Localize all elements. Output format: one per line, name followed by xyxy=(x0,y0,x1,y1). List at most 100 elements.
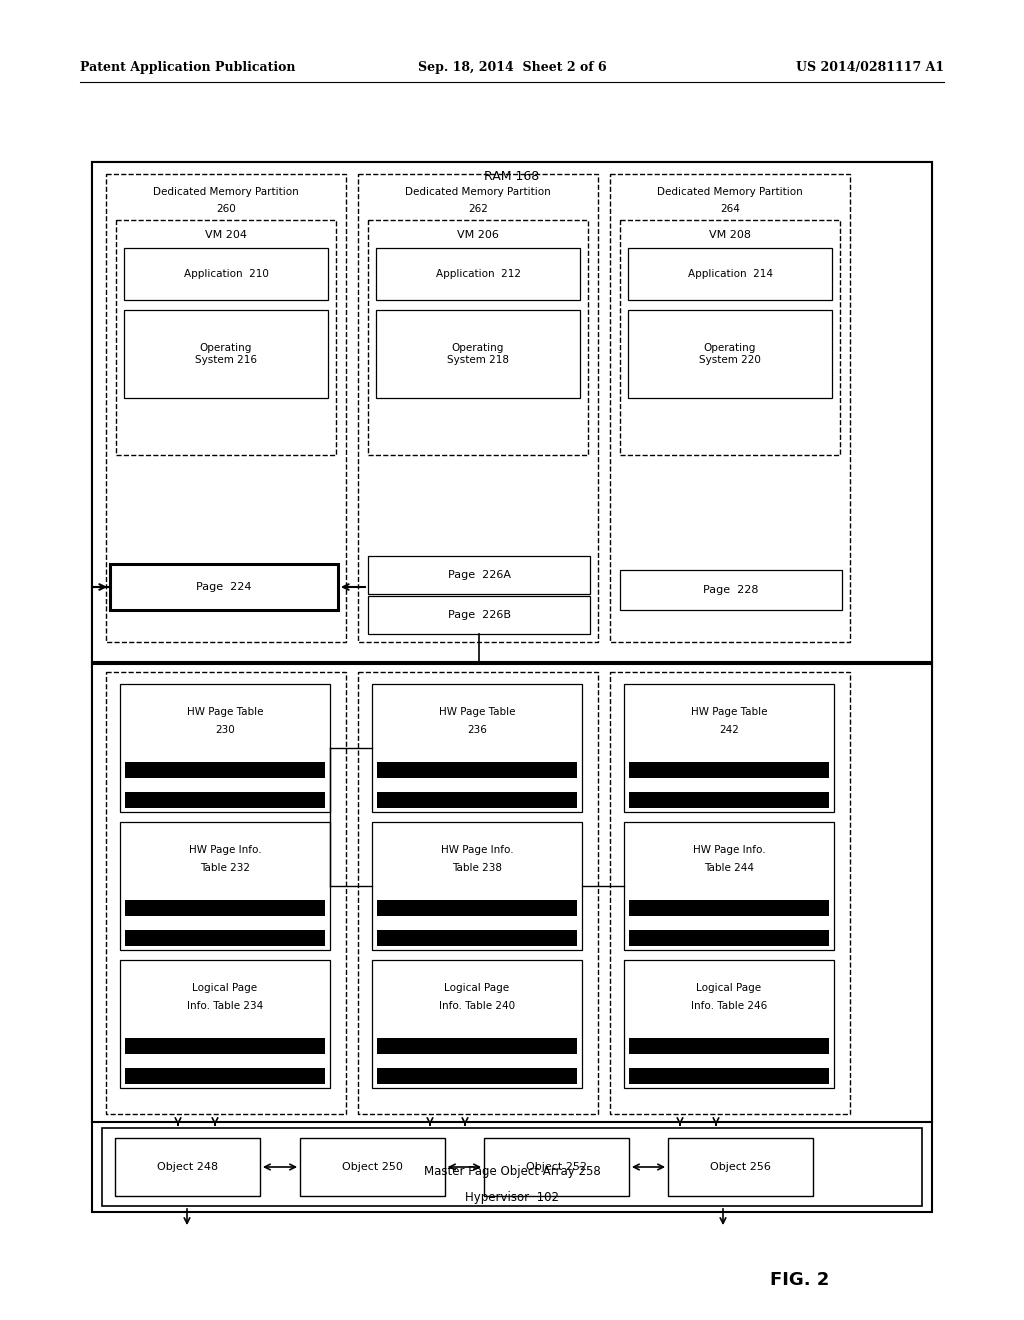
Bar xyxy=(377,900,577,916)
Text: Object 248: Object 248 xyxy=(157,1162,218,1172)
Text: Object 252: Object 252 xyxy=(526,1162,587,1172)
Bar xyxy=(115,1138,260,1196)
Text: HW Page Table: HW Page Table xyxy=(186,708,263,717)
Bar xyxy=(372,684,582,812)
Text: US 2014/0281117 A1: US 2014/0281117 A1 xyxy=(796,62,944,74)
Text: Patent Application Publication: Patent Application Publication xyxy=(80,62,296,74)
Text: Table 238: Table 238 xyxy=(452,863,502,873)
Text: VM 204: VM 204 xyxy=(205,230,247,240)
Bar xyxy=(628,248,831,300)
Bar xyxy=(377,931,577,946)
Bar xyxy=(629,1038,829,1053)
Bar xyxy=(629,917,829,928)
Text: Logical Page: Logical Page xyxy=(444,983,510,993)
Text: Page  224: Page 224 xyxy=(197,582,252,591)
Bar xyxy=(377,1056,577,1067)
Bar xyxy=(620,570,842,610)
Bar xyxy=(102,1129,922,1206)
Text: Dedicated Memory Partition: Dedicated Memory Partition xyxy=(406,187,551,197)
Bar xyxy=(629,931,829,946)
Text: Object 256: Object 256 xyxy=(710,1162,771,1172)
Bar xyxy=(125,1038,325,1053)
Bar xyxy=(376,310,580,399)
Bar xyxy=(376,248,580,300)
Bar xyxy=(629,762,829,777)
Bar xyxy=(120,960,330,1088)
Text: HW Page Info.: HW Page Info. xyxy=(188,845,261,855)
Bar xyxy=(92,162,932,1212)
Text: 262: 262 xyxy=(468,205,488,214)
Bar xyxy=(124,310,328,399)
Bar xyxy=(377,917,577,928)
Bar xyxy=(610,174,850,642)
Text: Application  214: Application 214 xyxy=(687,269,772,279)
Text: Master Page Object Array 258: Master Page Object Array 258 xyxy=(424,1166,600,1179)
Bar xyxy=(106,672,346,1114)
Text: Table 232: Table 232 xyxy=(200,863,250,873)
Text: Operating
System 216: Operating System 216 xyxy=(195,343,257,364)
Bar xyxy=(358,672,598,1114)
Text: HW Page Table: HW Page Table xyxy=(438,708,515,717)
Text: Operating
System 220: Operating System 220 xyxy=(699,343,761,364)
Bar xyxy=(629,792,829,808)
Bar xyxy=(125,931,325,946)
Text: 242: 242 xyxy=(719,725,739,735)
Bar xyxy=(120,822,330,950)
Bar xyxy=(368,220,588,455)
Bar xyxy=(624,822,834,950)
Bar xyxy=(300,1138,445,1196)
Text: Page  226B: Page 226B xyxy=(447,610,511,620)
Bar xyxy=(92,162,932,663)
Bar xyxy=(629,1068,829,1084)
Bar xyxy=(125,900,325,916)
Text: HW Page Table: HW Page Table xyxy=(691,708,767,717)
Bar xyxy=(125,762,325,777)
Bar xyxy=(377,762,577,777)
Bar xyxy=(372,960,582,1088)
Text: Info. Table 234: Info. Table 234 xyxy=(186,1001,263,1011)
Bar xyxy=(125,1068,325,1084)
Bar xyxy=(484,1138,629,1196)
Text: Info. Table 240: Info. Table 240 xyxy=(439,1001,515,1011)
Text: Application  212: Application 212 xyxy=(435,269,520,279)
Text: Sep. 18, 2014  Sheet 2 of 6: Sep. 18, 2014 Sheet 2 of 6 xyxy=(418,62,606,74)
Bar xyxy=(368,597,590,634)
Bar xyxy=(628,310,831,399)
Bar xyxy=(624,960,834,1088)
Bar xyxy=(377,780,577,789)
Bar xyxy=(358,174,598,642)
Text: Page  226A: Page 226A xyxy=(447,570,511,579)
Text: 264: 264 xyxy=(720,205,740,214)
Bar xyxy=(377,792,577,808)
Bar xyxy=(125,792,325,808)
Text: Dedicated Memory Partition: Dedicated Memory Partition xyxy=(657,187,803,197)
Text: VM 206: VM 206 xyxy=(457,230,499,240)
Text: Dedicated Memory Partition: Dedicated Memory Partition xyxy=(154,187,299,197)
Text: HW Page Info.: HW Page Info. xyxy=(440,845,513,855)
Text: VM 208: VM 208 xyxy=(709,230,751,240)
Text: FIG. 2: FIG. 2 xyxy=(770,1271,829,1290)
Bar xyxy=(668,1138,813,1196)
Text: HW Page Info.: HW Page Info. xyxy=(692,845,765,855)
Bar xyxy=(106,174,346,642)
Text: Object 250: Object 250 xyxy=(342,1162,402,1172)
Bar xyxy=(372,822,582,950)
Bar xyxy=(116,220,336,455)
Text: Hypervisor  102: Hypervisor 102 xyxy=(465,1191,559,1204)
Text: Operating
System 218: Operating System 218 xyxy=(447,343,509,364)
Bar xyxy=(629,780,829,789)
Bar xyxy=(629,900,829,916)
Bar xyxy=(624,684,834,812)
Text: 260: 260 xyxy=(216,205,236,214)
Text: Logical Page: Logical Page xyxy=(696,983,762,993)
Text: 230: 230 xyxy=(215,725,234,735)
Bar xyxy=(620,220,840,455)
Text: RAM 168: RAM 168 xyxy=(484,169,540,182)
Bar xyxy=(125,917,325,928)
Text: 236: 236 xyxy=(467,725,487,735)
Text: Page  228: Page 228 xyxy=(703,585,759,595)
Text: Application  210: Application 210 xyxy=(183,269,268,279)
Bar xyxy=(125,780,325,789)
Bar xyxy=(125,1056,325,1067)
Text: Info. Table 246: Info. Table 246 xyxy=(691,1001,767,1011)
